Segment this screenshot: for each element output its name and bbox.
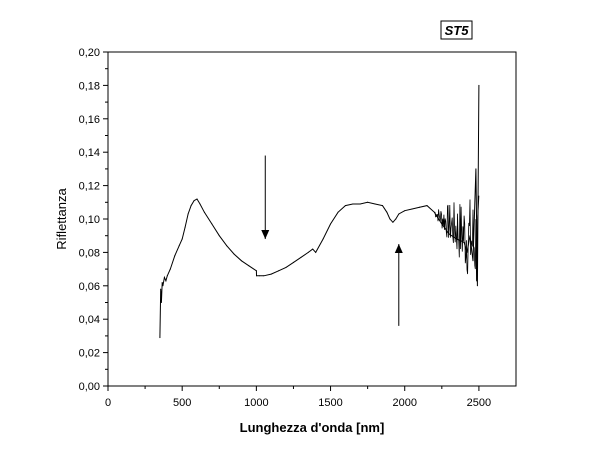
x-axis-tick-labels: 0 500 1000 1500 2000 2500 xyxy=(105,397,491,409)
data-point xyxy=(312,248,314,250)
data-point xyxy=(392,221,394,223)
y-tick-label: 0,08 xyxy=(79,247,100,259)
data-point xyxy=(463,241,465,243)
data-point xyxy=(248,265,250,267)
data-point xyxy=(165,280,167,282)
data-point xyxy=(337,211,339,213)
data-point xyxy=(174,255,176,257)
data-point xyxy=(160,302,162,303)
data-point xyxy=(389,218,391,220)
data-point xyxy=(270,273,272,275)
data-point xyxy=(161,282,163,283)
data-point xyxy=(344,205,346,207)
data-point xyxy=(233,253,235,255)
data-point xyxy=(162,285,164,287)
data-point xyxy=(169,268,171,270)
y-tick-label: 0,16 xyxy=(79,114,100,126)
data-point xyxy=(258,275,260,277)
data-point xyxy=(478,84,480,86)
data-point xyxy=(203,211,205,213)
y-tick-label: 0,12 xyxy=(79,181,100,193)
data-point xyxy=(315,251,317,253)
tag-label: ST5 xyxy=(445,23,470,38)
x-axis-ticks xyxy=(107,386,480,391)
data-point xyxy=(196,198,198,200)
data-point xyxy=(386,211,388,213)
x-tick-label: 1500 xyxy=(318,397,342,409)
data-point xyxy=(411,208,413,210)
x-tick-label: 500 xyxy=(173,397,191,409)
y-tick-label: 0,04 xyxy=(79,314,100,326)
y-axis-ticks xyxy=(103,51,108,387)
data-point xyxy=(159,337,161,339)
plot-frame xyxy=(107,51,517,387)
x-tick-label: 0 xyxy=(105,397,111,409)
y-tick-label: 0,00 xyxy=(79,381,100,393)
data-point xyxy=(367,201,369,203)
data-point xyxy=(322,238,324,240)
data-point xyxy=(211,223,213,225)
tag-box xyxy=(440,20,473,40)
data-point xyxy=(178,245,180,247)
data-point xyxy=(404,210,406,212)
data-point xyxy=(184,226,186,228)
series-layer xyxy=(159,84,480,339)
data-point xyxy=(475,168,477,170)
annotation-arrow-head xyxy=(261,230,270,240)
data-point xyxy=(278,270,280,272)
data-point xyxy=(241,260,242,262)
x-tick-label: 1000 xyxy=(244,397,268,409)
data-point xyxy=(256,275,257,277)
data-point xyxy=(181,238,183,240)
data-point xyxy=(476,285,478,287)
data-point xyxy=(395,218,397,220)
data-point xyxy=(218,235,220,237)
data-point xyxy=(352,203,354,205)
data-point xyxy=(163,276,165,278)
data-point xyxy=(226,245,228,247)
data-point xyxy=(472,260,474,262)
data-point xyxy=(255,270,257,272)
y-tick-label: 0,10 xyxy=(79,214,100,226)
y-axis-title: Riflettanza xyxy=(54,188,69,250)
data-point xyxy=(359,203,361,205)
y-tick-label: 0,06 xyxy=(79,281,100,293)
data-point xyxy=(193,200,195,202)
data-point xyxy=(160,288,162,290)
data-point xyxy=(166,275,168,277)
data-point xyxy=(330,223,331,225)
x-axis-title: Lunghezza d'onda [nm] xyxy=(240,420,385,435)
data-point xyxy=(199,203,201,205)
x-tick-label: 2500 xyxy=(467,397,491,409)
data-point xyxy=(187,213,189,215)
data-point xyxy=(374,203,376,205)
data-point xyxy=(285,266,287,268)
data-point xyxy=(263,275,265,277)
data-point xyxy=(307,251,309,253)
data-point xyxy=(190,205,192,207)
y-tick-label: 0,18 xyxy=(79,80,100,92)
data-point xyxy=(398,213,400,215)
data-point xyxy=(382,205,383,207)
y-tick-label: 0,14 xyxy=(79,147,100,159)
data-point xyxy=(426,205,428,207)
data-point xyxy=(419,206,421,208)
y-axis-tick-labels: 0,00 0,02 0,04 0,06 0,08 0,10 0,12 0,14 0,16 0,18… xyxy=(79,47,100,393)
x-tick-label: 2000 xyxy=(392,397,416,409)
series-line xyxy=(159,85,480,338)
data-point xyxy=(293,261,294,263)
y-tick-label: 0,02 xyxy=(79,348,100,360)
data-point xyxy=(300,256,302,258)
annotation-arrow-head xyxy=(394,244,403,254)
series-noise xyxy=(434,195,480,282)
annotation-layer xyxy=(261,155,403,326)
y-tick-label: 0,20 xyxy=(79,47,100,59)
